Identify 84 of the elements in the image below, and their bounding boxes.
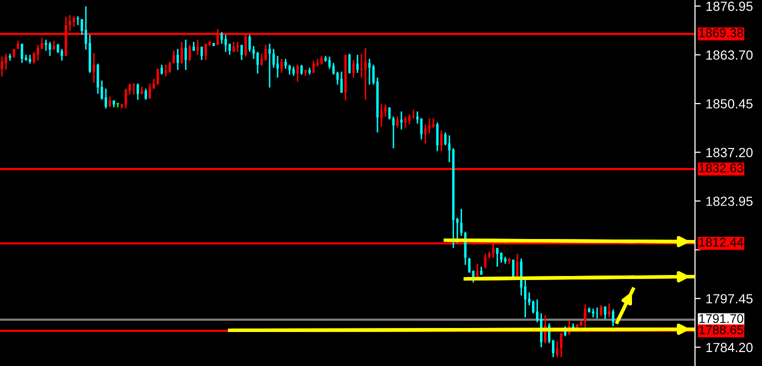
candlestick (512, 259, 514, 278)
candlestick (424, 124, 427, 144)
y-tick-label: 1863.70 (706, 50, 753, 60)
candlestick (276, 55, 279, 78)
candlestick (596, 306, 598, 320)
candlestick (296, 64, 299, 82)
candlestick (176, 48, 179, 71)
y-tick-label: 1837.20 (706, 148, 753, 158)
candlestick (188, 44, 191, 62)
candlestick (224, 34, 227, 53)
candlestick (280, 58, 283, 74)
candlestick (284, 58, 287, 70)
candlestick (556, 340, 558, 358)
candlestick (484, 253, 486, 270)
ref-line-label: 1812.44 (699, 238, 744, 247)
candlestick (584, 304, 586, 328)
candlestick (240, 44, 243, 61)
candlestick (220, 31, 223, 44)
candlestick (496, 247, 498, 268)
candlestick (196, 39, 199, 56)
candlestick (96, 62, 100, 94)
candlestick (268, 43, 271, 88)
y-tick-label: 1797.45 (706, 294, 753, 304)
candlestick (200, 46, 203, 61)
candlestick (56, 43, 60, 54)
candlestick (420, 118, 423, 140)
y-tick-label: 1784.20 (706, 342, 753, 352)
candlestick (44, 39, 48, 52)
candlestick (404, 116, 407, 128)
candlestick (604, 306, 606, 320)
candlestick (76, 15, 80, 26)
ref-line-label: 1791.70 (699, 314, 744, 324)
candlestick (68, 14, 72, 32)
candlestick (148, 82, 151, 100)
candlestick (612, 308, 614, 327)
candlestick (384, 104, 387, 118)
y-tick-label: 1850.45 (706, 99, 753, 108)
candlestick (608, 302, 610, 318)
candlestick (36, 44, 40, 62)
candlestick (92, 52, 96, 84)
candlestick (292, 66, 295, 76)
candlestick (180, 41, 183, 64)
candlestick (204, 43, 207, 61)
candlestick (168, 61, 171, 74)
candlestick (396, 116, 399, 128)
ref-line-label: 1788.65 (699, 325, 744, 334)
candlestick (388, 106, 391, 120)
candlestick (48, 41, 52, 57)
candlestick (248, 34, 251, 53)
candlestick (476, 263, 479, 278)
candlestick (408, 114, 411, 126)
candlestick (428, 118, 431, 134)
candlestick (136, 82, 139, 100)
candlestick (432, 118, 435, 128)
candlestick (260, 53, 263, 67)
candlestick (440, 130, 443, 152)
candlestick (392, 116, 395, 149)
candlestick (60, 48, 64, 62)
candlestick (172, 50, 175, 64)
candlestick (436, 122, 439, 152)
candlestick (500, 252, 502, 264)
candlestick (288, 64, 291, 76)
candlestick (72, 15, 76, 28)
candlestick (600, 304, 602, 318)
candlestick (264, 44, 267, 62)
ref-line-label: 1869.38 (699, 28, 744, 38)
candlestick (124, 88, 128, 110)
candlestick (232, 41, 235, 53)
candlestick (468, 257, 471, 274)
candlestick (144, 88, 147, 100)
candlestick (256, 51, 259, 74)
y-tick-label: 1823.95 (706, 196, 753, 206)
candlestick (412, 108, 415, 120)
y-tick-label: 1876.95 (706, 2, 753, 11)
candlestick (460, 208, 463, 236)
candlestick (160, 64, 163, 76)
candlestick (300, 64, 303, 76)
ref-line-label: 1832.63 (699, 164, 744, 172)
candlestick (400, 110, 403, 130)
candlestick (132, 82, 136, 96)
candlestick (164, 64, 167, 78)
candlestick (184, 39, 187, 71)
candlestick (272, 48, 275, 68)
candlestick (104, 88, 108, 110)
